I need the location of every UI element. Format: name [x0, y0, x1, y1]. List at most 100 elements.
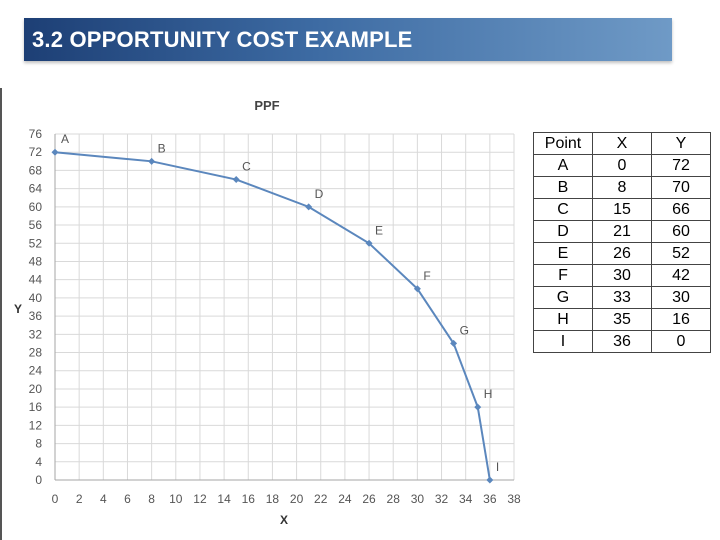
- ppf-point-label: I: [496, 460, 499, 474]
- y-tick-label: 4: [35, 455, 42, 469]
- ppf-point-label: F: [423, 269, 430, 283]
- x-axis-label: X: [280, 513, 288, 527]
- table-cell-point: D: [533, 220, 593, 243]
- x-tick-label: 6: [124, 492, 131, 506]
- ppf-point-label: A: [61, 132, 69, 146]
- y-tick-label: 32: [29, 327, 43, 341]
- chart-axes: [54, 134, 514, 481]
- x-tick-label: 34: [459, 492, 473, 506]
- table-cell-point: C: [533, 198, 593, 221]
- table-row: I 36 0: [533, 330, 711, 353]
- table-row: B 8 70: [533, 176, 711, 199]
- x-tick-label: 36: [483, 492, 497, 506]
- y-tick-label: 0: [35, 473, 42, 487]
- points-table-container: Point X Y A 0 72 B 8 70 C 15 66 D 21 60 E 26 52 F 30 42 G 3…: [533, 132, 711, 353]
- ppf-markers: [51, 148, 494, 484]
- y-tick-label: 64: [29, 182, 43, 196]
- y-tick-label: 20: [29, 382, 43, 396]
- table-cell-y: 72: [651, 154, 711, 177]
- y-tick-label: 12: [29, 418, 43, 432]
- table-header-y: Y: [651, 132, 711, 155]
- table-cell-point: F: [533, 264, 593, 287]
- x-tick-label: 10: [169, 492, 183, 506]
- y-tick-label: 68: [29, 163, 43, 177]
- slide-title: 3.2 OPPORTUNITY COST EXAMPLE: [32, 27, 413, 52]
- table-cell-y: 30: [651, 286, 711, 309]
- title-bar: 3.2 OPPORTUNITY COST EXAMPLE: [24, 18, 672, 61]
- y-tick-label: 8: [35, 437, 42, 451]
- y-tick-label: 44: [29, 273, 43, 287]
- x-tick-label: 32: [435, 492, 449, 506]
- table-cell-x: 30: [592, 264, 652, 287]
- ppf-point-marker: [413, 285, 421, 293]
- y-tick-label: 52: [29, 236, 43, 250]
- ppf-point-label: B: [158, 141, 166, 155]
- table-cell-x: 33: [592, 286, 652, 309]
- table-header-row: Point X Y: [533, 132, 711, 155]
- x-tick-label: 24: [338, 492, 352, 506]
- table-cell-y: 60: [651, 220, 711, 243]
- ppf-point-marker: [450, 339, 458, 347]
- ppf-point-marker: [365, 239, 373, 247]
- table-cell-x: 8: [592, 176, 652, 199]
- ppf-point-label: G: [460, 323, 469, 337]
- y-tick-label: 72: [29, 145, 43, 159]
- table-cell-point: H: [533, 308, 593, 331]
- table-cell-point: A: [533, 154, 593, 177]
- y-tick-label: 40: [29, 291, 43, 305]
- ppf-point-marker: [51, 148, 59, 156]
- x-tick-label: 28: [387, 492, 401, 506]
- x-tick-label: 38: [507, 492, 521, 506]
- x-tick-label: 16: [242, 492, 256, 506]
- y-tick-label: 28: [29, 346, 43, 360]
- x-tick-label: 30: [411, 492, 425, 506]
- table-row: A 0 72: [533, 154, 711, 177]
- table-cell-point: B: [533, 176, 593, 199]
- table-header-point: Point: [533, 132, 593, 155]
- table-cell-y: 52: [651, 242, 711, 265]
- x-tick-label: 20: [290, 492, 304, 506]
- table-cell-x: 36: [592, 330, 652, 353]
- y-tick-label: 60: [29, 200, 43, 214]
- ppf-point-label: D: [315, 187, 324, 201]
- table-cell-point: G: [533, 286, 593, 309]
- x-tick-label: 2: [76, 492, 83, 506]
- x-tick-label: 8: [148, 492, 155, 506]
- x-tick-label: 18: [266, 492, 280, 506]
- ppf-point-label: C: [242, 160, 251, 174]
- table-cell-y: 70: [651, 176, 711, 199]
- table-cell-y: 0: [651, 330, 711, 353]
- y-tick-label: 76: [29, 127, 43, 141]
- left-divider: [0, 88, 2, 540]
- y-tick-label: 56: [29, 218, 43, 232]
- table-cell-x: 35: [592, 308, 652, 331]
- table-header-x: X: [592, 132, 652, 155]
- ppf-point-marker: [474, 403, 482, 411]
- table-cell-point: I: [533, 330, 593, 353]
- ppf-point-marker: [486, 476, 494, 484]
- table-cell-y: 42: [651, 264, 711, 287]
- table-row: H 35 16: [533, 308, 711, 331]
- x-tick-label: 14: [217, 492, 231, 506]
- table-cell-x: 21: [592, 220, 652, 243]
- ppf-point-label: E: [375, 223, 383, 237]
- table-row: D 21 60: [533, 220, 711, 243]
- x-tick-label: 26: [362, 492, 376, 506]
- y-tick-label: 16: [29, 400, 43, 414]
- ppf-point-marker: [148, 157, 156, 165]
- x-tick-label: 22: [314, 492, 328, 506]
- y-tick-label: 48: [29, 254, 43, 268]
- x-tick-labels: 0 2 4 6 8 10 12 14 16 18 20 22 24 26 28 30 32 34 36 38: [52, 492, 521, 506]
- table-row: C 15 66: [533, 198, 711, 221]
- table-cell-y: 16: [651, 308, 711, 331]
- table-cell-x: 26: [592, 242, 652, 265]
- table-cell-point: E: [533, 242, 593, 265]
- ppf-point-marker: [232, 176, 240, 184]
- table-cell-x: 15: [592, 198, 652, 221]
- ppf-point-marker: [305, 203, 313, 211]
- ppf-point-labels: A B C D E F G H I: [61, 132, 499, 474]
- table-row: F 30 42: [533, 264, 711, 287]
- y-axis-label: Y: [14, 302, 22, 316]
